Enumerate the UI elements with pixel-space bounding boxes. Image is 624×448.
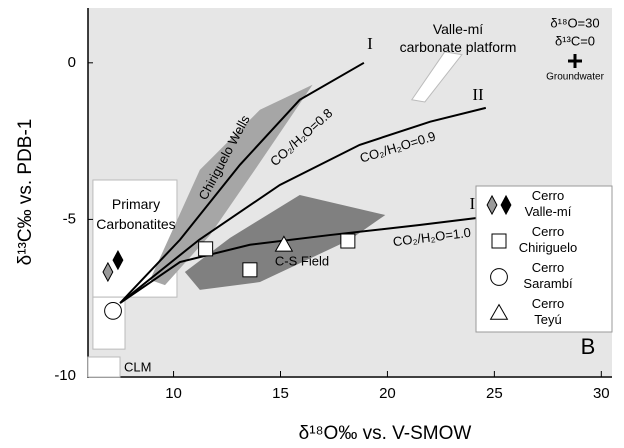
x-tick-label: 15 [272,385,289,402]
legend-label: Cerro Sarambí [523,260,573,291]
region-label: Primary Carbonatites [96,196,175,232]
groundwater-label: Groundwater [546,72,604,83]
legend-swatch [87,356,121,378]
y-tick-label: 0 [68,54,76,71]
marker-triangle [489,303,509,320]
mixing-curve [119,61,365,304]
region [410,51,463,103]
marker-square [491,233,507,249]
region-label: C-S Field [275,253,329,268]
y-tick-label: -10 [54,367,76,384]
x-axis-title: δ¹⁸O‰ vs. V-SMOW [299,423,472,444]
label-line: Teyú [534,312,561,327]
curve-name: I [367,34,373,53]
x-tick-label: 25 [486,385,503,402]
label-line: Cerro [532,260,565,275]
label-line: Sarambí [523,276,573,291]
label-line: carbonate platform [400,39,517,55]
marker-diamond [486,194,498,216]
legend-label: Cerro Valle-mí [525,188,572,219]
marker-diamond [500,194,512,216]
mixing-curve [119,215,486,304]
marker-diamond [112,249,124,271]
legend-label: Cerro Chiriguelo [519,224,578,255]
marker-square [340,233,356,249]
label-line: Cerro [532,188,565,203]
label-line: Cerro [532,296,565,311]
groundwater-label: δ¹⁸O=30 [550,15,599,30]
mixing-curve [119,106,487,304]
legend-label: Cerro Teyú [532,296,565,327]
y-tick-label: -5 [63,210,76,227]
label-line: Carbonatites [96,216,175,232]
marker-square [198,241,214,257]
label-line: Primary [112,196,160,212]
x-tick-label: 30 [593,385,610,402]
marker-square [242,262,258,278]
region [150,84,313,286]
marker-diamond [102,261,114,283]
curve-name: II [472,85,484,104]
region-label: Valle-mí carbonate platform [400,21,517,55]
marker-circle [490,268,508,286]
panel-label: B [581,334,596,359]
marker-triangle [274,235,294,252]
marker-circle [104,301,122,320]
label-line: Cerro [532,224,565,239]
x-tick-label: 10 [165,385,182,402]
groundwater-label: δ¹³C=0 [555,33,595,48]
label-line: Chiriguelo [519,240,578,255]
label-line: Valle-mí [433,21,483,37]
y-axis-title: δ¹³C‰ vs. PDB-1 [15,119,36,266]
region-label: CLM [124,359,151,374]
x-tick-label: 20 [379,385,396,402]
label-line: Valle-mí [525,204,572,219]
groundwater-symbol [568,54,582,68]
